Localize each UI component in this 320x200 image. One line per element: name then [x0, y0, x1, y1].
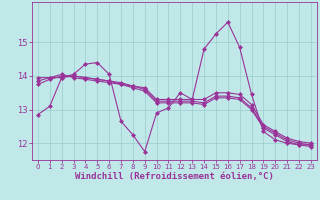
X-axis label: Windchill (Refroidissement éolien,°C): Windchill (Refroidissement éolien,°C): [75, 172, 274, 181]
